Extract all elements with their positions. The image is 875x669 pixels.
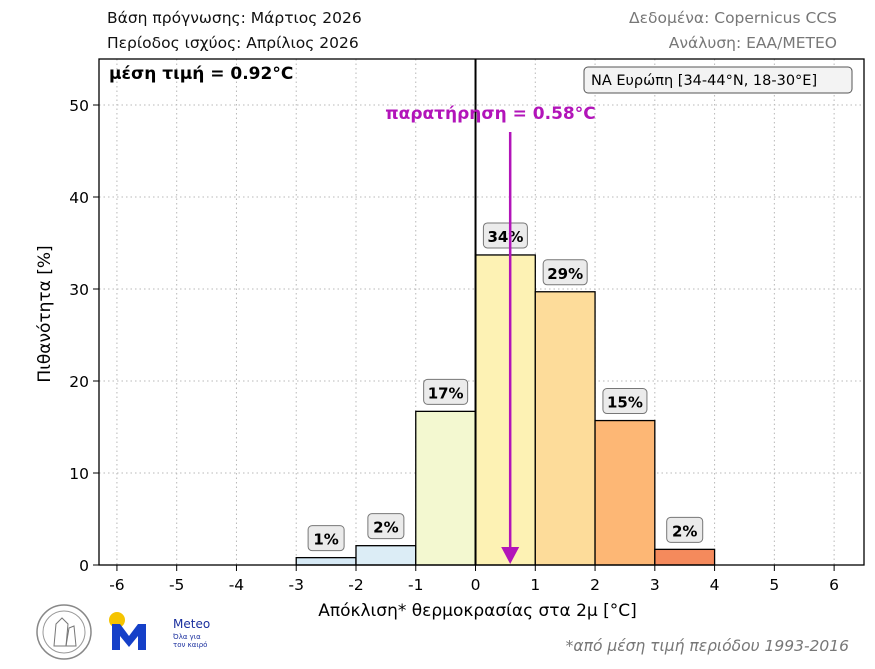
x-tick-label: 4 (710, 576, 720, 594)
bar-value-label: 2% (672, 522, 697, 540)
histogram-bar (654, 548, 716, 566)
baseline-footnote: *από μέση τιμή περιόδου 1993-2016 (565, 637, 849, 655)
meteo-tagline: Όλα για τον καιρό (173, 633, 207, 649)
data-source-text: Δεδομένα: Copernicus CCS (629, 9, 837, 27)
academy-seal-icon (36, 604, 92, 660)
x-tick-label: 1 (530, 576, 540, 594)
x-tick-label: 6 (829, 576, 839, 594)
y-tick-label: 40 (69, 189, 89, 207)
meteo-tagline-line-2: τον καιρό (173, 641, 208, 649)
meteo-logo-icon (109, 612, 146, 650)
ticks-layer: -6 -5 -4 -3 -2 -1 0 1 2 3 4 5 6 0 10 20 30 40 50 (69, 97, 839, 594)
bar-label-box (423, 378, 469, 405)
bar-value-label: 34% (487, 228, 523, 246)
x-axis-label: Απόκλιση* θερμοκρασίας στα 2μ [°C] (318, 601, 637, 621)
histogram-bar (474, 254, 536, 566)
histogram-bar (594, 419, 656, 566)
bar-label-box (602, 388, 648, 415)
histogram-bar (534, 291, 596, 566)
x-tick-label: -5 (169, 576, 184, 594)
analysis-credit-text: Ανάλυση: ΕΑΑ/METEO (668, 34, 837, 52)
histogram-bar (415, 410, 477, 566)
x-tick-label: -6 (109, 576, 124, 594)
region-label: ΝΑ Ευρώπη [34-44°N, 18-30°E] (591, 73, 817, 89)
bar-label-box (307, 525, 345, 552)
plot-frame (98, 58, 865, 566)
bar-value-label: 17% (428, 384, 464, 402)
x-tick-label: -4 (229, 576, 244, 594)
bar-label-box (367, 513, 405, 540)
x-tick-label: 0 (471, 576, 481, 594)
histogram-bar (295, 556, 357, 566)
bar-label-box (666, 516, 704, 543)
bar-value-label: 29% (547, 265, 583, 283)
bar-value-label: 1% (313, 531, 338, 549)
y-tick-label: 20 (69, 373, 89, 391)
x-tick-label: 3 (650, 576, 660, 594)
observation-arrow-head (501, 547, 520, 564)
meteo-brand-text: Meteo (173, 617, 211, 631)
y-tick-label: 10 (69, 465, 89, 483)
forecast-base-text: Βάση πρόγνωσης: Μάρτιος 2026 (107, 9, 362, 27)
x-tick-label: 5 (769, 576, 779, 594)
x-tick-label: 2 (590, 576, 600, 594)
x-tick-label: -3 (288, 576, 303, 594)
validity-period-text: Περίοδος ισχύος: Απρίλιος 2026 (107, 34, 359, 52)
bar-value-label: 15% (607, 394, 643, 412)
observation-layer: παρατήρηση = 0.58°C (385, 104, 596, 564)
mean-value-label: μέση τιμή = 0.92°C (109, 64, 293, 84)
bars-layer (295, 254, 716, 566)
y-axis-label: Πιθανότητα [%] (35, 245, 55, 382)
region-label-box (583, 66, 853, 94)
logos-area (36, 604, 146, 660)
meteo-tagline-line-1: Όλα για (173, 633, 201, 641)
y-tick-label: 30 (69, 281, 89, 299)
x-tick-label: -2 (348, 576, 363, 594)
y-tick-label: 50 (69, 97, 89, 115)
bar-label-box (542, 259, 588, 286)
y-tick-label: 0 (79, 557, 89, 575)
bar-labels-layer: 1% 2% 17% 34% 29% 15% 2% (307, 222, 704, 552)
x-tick-label: -1 (408, 576, 423, 594)
bar-value-label: 2% (373, 519, 398, 537)
histogram-bar (355, 545, 417, 566)
observation-label: παρατήρηση = 0.58°C (385, 104, 596, 124)
bar-label-box (482, 222, 528, 249)
